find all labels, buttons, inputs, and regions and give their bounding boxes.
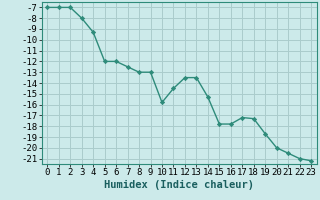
X-axis label: Humidex (Indice chaleur): Humidex (Indice chaleur): [104, 180, 254, 190]
